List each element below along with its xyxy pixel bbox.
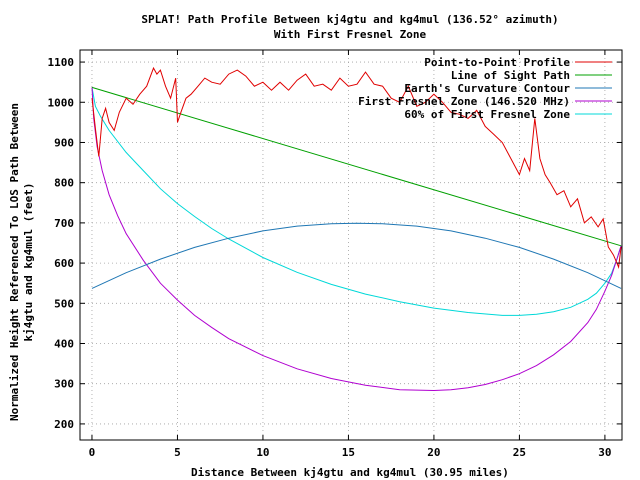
x-tick-label: 20 — [427, 446, 440, 459]
x-tick-label: 5 — [174, 446, 181, 459]
legend-label: Earth's Curvature Contour — [404, 82, 570, 95]
x-tick-labels: 0 5 10 15 20 25 30 — [89, 446, 612, 459]
x-tick-label: 15 — [342, 446, 355, 459]
x-tick-label: 0 — [89, 446, 96, 459]
tick-marks — [80, 50, 622, 440]
y-tick-label: 400 — [54, 338, 74, 351]
series-line-4 — [91, 87, 622, 316]
chart-subtitle: With First Fresnel Zone — [274, 28, 427, 41]
legend-label: First Fresnel Zone (146.520 MHz) — [358, 95, 570, 108]
series-lines — [91, 66, 622, 392]
legend-label: Line of Sight Path — [451, 69, 570, 82]
legend-label: 60% of First Fresnel Zone — [404, 108, 570, 121]
y-axis-label-line2: kj4gtu and kg4mul (feet) — [22, 183, 35, 342]
series-line-2 — [91, 222, 622, 289]
y-tick-label: 1100 — [48, 56, 75, 69]
x-axis-label: Distance Between kj4gtu and kg4mul (30.9… — [191, 466, 509, 479]
y-tick-label: 700 — [54, 217, 74, 230]
y-tick-label: 600 — [54, 257, 74, 270]
legend-label: Point-to-Point Profile — [424, 56, 570, 69]
y-axis-label: Normalized Height Referenced To LOS Path… — [8, 103, 21, 421]
y-tick-label: 500 — [54, 297, 74, 310]
series-line-3 — [91, 87, 622, 392]
y-tick-label: 900 — [54, 136, 74, 149]
x-tick-label: 30 — [598, 446, 611, 459]
chart-title: SPLAT! Path Profile Between kj4gtu and k… — [141, 13, 558, 26]
series-line-0 — [91, 66, 622, 270]
x-tick-label: 25 — [513, 446, 526, 459]
y-tick-label: 300 — [54, 378, 74, 391]
y-tick-label: 1000 — [48, 96, 75, 109]
plot-frame — [79, 49, 623, 441]
y-tick-labels: 200 300 400 500 600 700 800 900 1000 1100 — [48, 56, 75, 431]
y-tick-label: 200 — [54, 418, 74, 431]
y-tick-label: 800 — [54, 177, 74, 190]
x-tick-label: 10 — [256, 446, 269, 459]
